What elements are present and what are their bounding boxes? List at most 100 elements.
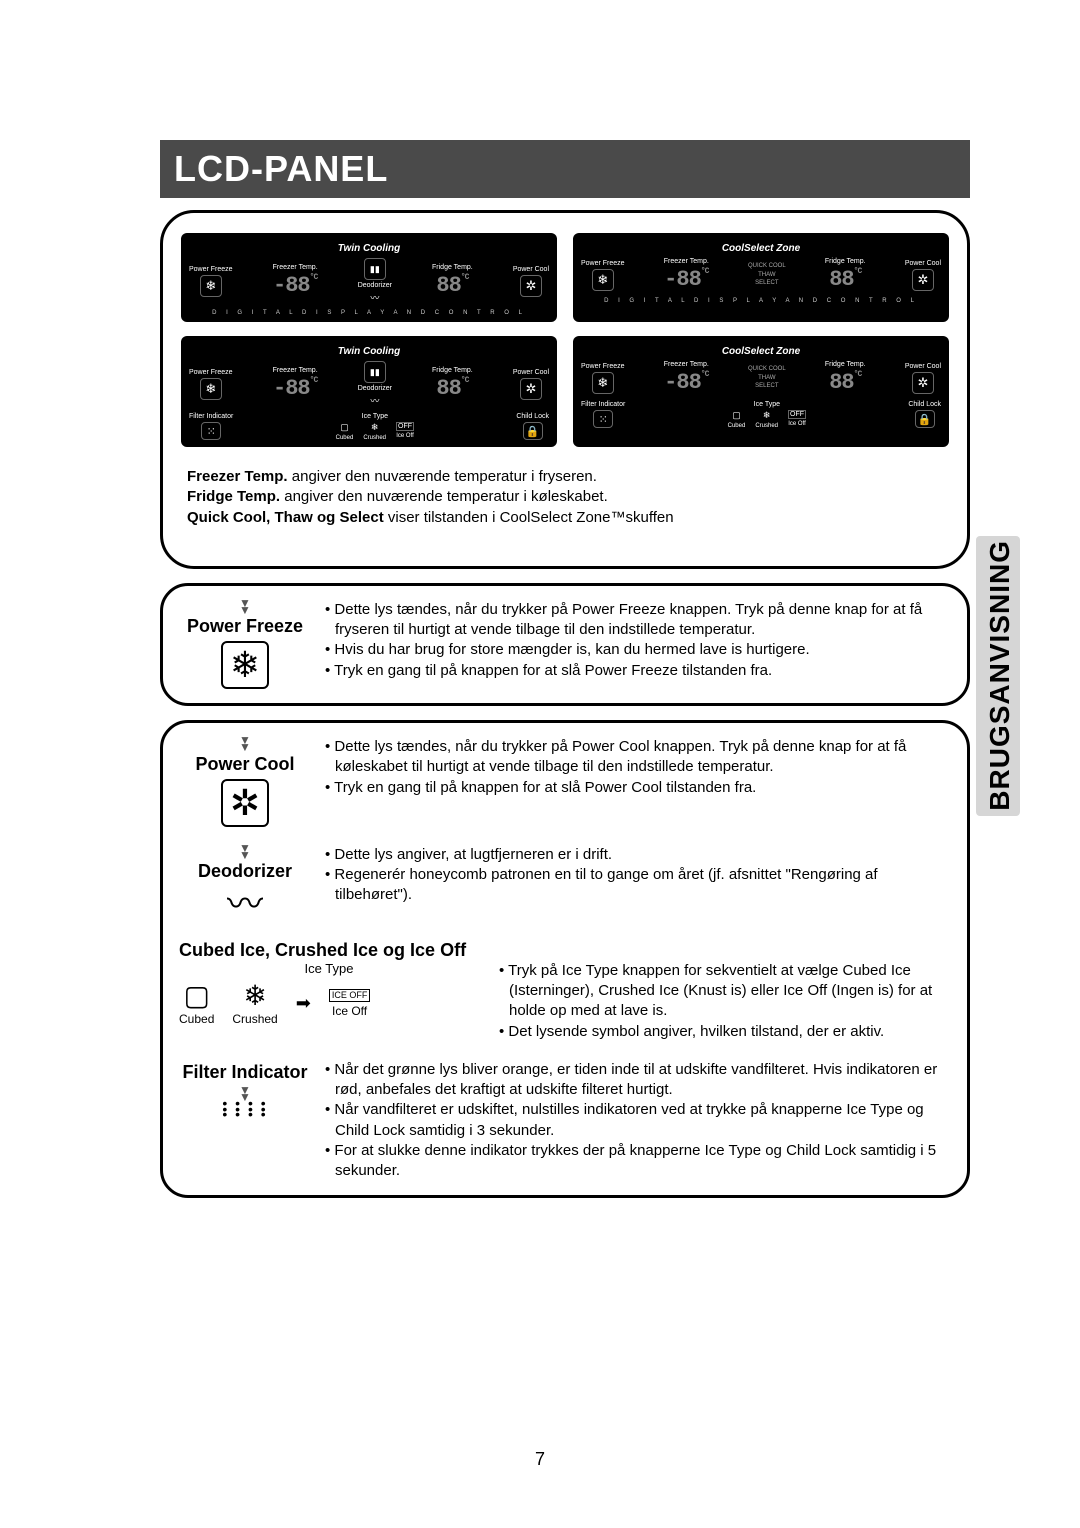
main-diagram-frame: Twin Cooling Power Freeze ❄ Freezer Temp.…	[160, 210, 970, 569]
label-power-cool: Power Cool	[513, 266, 549, 273]
snowflake-icon: ❄	[592, 372, 614, 394]
lcd-panel-coolselect-simple: CoolSelect Zone Power Freeze❄ Freezer Te…	[573, 233, 949, 322]
label-filter-indicator: Filter Indicator	[189, 413, 233, 420]
bullet: Tryk på Ice Type knappen for sekventielt…	[499, 961, 951, 1022]
snowflake-icon: ❄	[200, 275, 222, 297]
lcd-panel-coolselect-extended: CoolSelect Zone Power Freeze❄ Freezer Te…	[573, 336, 949, 447]
label-power-cool: Power Cool	[905, 260, 941, 267]
panel-description: Freezer Temp. angiver den nuværende temp…	[181, 461, 949, 538]
label-freezer-temp: Freezer Temp.	[273, 367, 318, 374]
indicator-arrow-icon: ▼▼	[179, 845, 311, 859]
lock-icon: 🔒	[915, 410, 935, 428]
panel-footer: D I G I T A L D I S P L A Y A N D C O N …	[581, 298, 941, 304]
ice-section-title: Cubed Ice, Crushed Ice og Ice Off	[179, 940, 951, 961]
label-power-cool: Power Cool	[513, 369, 549, 376]
ice-off-icon: ICE OFF	[329, 989, 371, 1002]
cubed-icon: ▢	[340, 422, 349, 433]
bullet-list: Dette lys angiver, at lugtfjerneren er i…	[325, 845, 951, 906]
indicator-arrow-icon: ▼▼	[179, 737, 311, 751]
digits-display: -88°C	[273, 376, 317, 401]
digits-display: -88°C	[664, 370, 708, 395]
label-filter-indicator: Filter Indicator	[581, 401, 625, 408]
bullet-list: Dette lys tændes, når du trykker på Powe…	[325, 737, 951, 798]
fan-icon: ✲	[520, 275, 542, 297]
bullet: Dette lys angiver, at lugtfjerneren er i…	[325, 845, 951, 865]
wave-icon: 〰	[370, 291, 379, 304]
label-ice-type: Ice Type	[362, 413, 388, 420]
filter-icon: ⁙	[201, 422, 221, 440]
bullet: Hvis du har brug for store mængder is, k…	[325, 640, 951, 660]
label-ice-type: Ice Type	[754, 401, 780, 408]
label-freezer-temp: Freezer Temp.	[273, 264, 318, 271]
label-cubed: Cubed	[179, 1012, 214, 1026]
crushed-icon: ❄	[243, 982, 266, 1010]
snowflake-hex-icon: ❄	[221, 641, 269, 689]
digits-display: 88°C	[436, 376, 468, 401]
label-child-lock: Child Lock	[908, 401, 941, 408]
lcd-panel-twin-extended: Twin Cooling Power Freeze ❄ Freezer Temp.…	[181, 336, 557, 447]
ice-off-icon: OFF	[396, 422, 414, 431]
digits-display: -88°C	[664, 267, 708, 292]
side-tab-label: BRUGSANVISNING	[984, 540, 1016, 811]
fan-icon: ✲	[520, 378, 542, 400]
label-crushed: Crushed	[363, 435, 386, 441]
label-fridge-temp: Fridge Temp.	[825, 361, 866, 368]
bullet-list: Tryk på Ice Type knappen for sekventielt…	[499, 961, 951, 1042]
snowflake-icon: ❄	[200, 378, 222, 400]
pause-icon: ▮▮	[364, 361, 386, 383]
label-deodorizer: Deodorizer	[358, 385, 392, 392]
label-power-freeze: Power Freeze	[189, 266, 233, 273]
fan-icon: ✲	[912, 269, 934, 291]
label-cubed: Cubed	[336, 435, 354, 441]
label-freezer-temp: Freezer Temp.	[664, 361, 709, 368]
feature-title: Power Freeze	[179, 616, 311, 637]
label-freezer-temp: Freezer Temp.	[664, 258, 709, 265]
cubed-icon: ▢	[732, 410, 741, 421]
bullet-list: Dette lys tændes, når du trykker på Powe…	[325, 600, 951, 681]
pause-icon: ▮▮	[364, 258, 386, 280]
feature-title: Deodorizer	[179, 861, 311, 882]
digits-display: -88°C	[273, 273, 317, 298]
wave-icon: 〰	[370, 394, 379, 407]
fan-icon: ✲	[912, 372, 934, 394]
bullet: Dette lys tændes, når du trykker på Powe…	[325, 600, 951, 641]
label-fridge-temp: Fridge Temp.	[825, 258, 866, 265]
label-ice-off: Ice Off	[332, 1004, 367, 1018]
crushed-icon: ❄	[763, 410, 771, 421]
snowflake-icon: ❄	[592, 269, 614, 291]
label-crushed: Crushed	[755, 423, 778, 429]
label-ice-off: Ice Off	[788, 421, 806, 427]
indicator-arrow-icon: ▼▼	[179, 600, 311, 614]
mode-icons: QUICK COOLTHAWSELECT	[748, 263, 786, 287]
mode-icons: QUICK COOLTHAWSELECT	[748, 366, 786, 390]
arrow-icon: ➡	[296, 993, 311, 1014]
label-power-freeze: Power Freeze	[189, 369, 233, 376]
filter-dots-icon: • • • •• • • •• • • •	[222, 1101, 267, 1118]
panel-label: CoolSelect Zone	[581, 243, 941, 254]
feature-power-freeze: ▼▼ Power Freeze ❄ Dette lys tændes, når …	[160, 583, 970, 706]
bullet: Når det grønne lys bliver orange, er tid…	[325, 1060, 951, 1101]
bullet: Tryk en gang til på knappen for at slå P…	[325, 661, 951, 681]
ice-type-label: Ice Type	[179, 961, 479, 976]
digits-display: 88°C	[436, 273, 468, 298]
label-deodorizer: Deodorizer	[358, 282, 392, 289]
panel-label: Twin Cooling	[189, 243, 549, 254]
label-ice-off: Ice Off	[396, 433, 414, 439]
panel-label: CoolSelect Zone	[581, 346, 941, 357]
bullet: For at slukke denne indikator trykkes de…	[325, 1141, 951, 1182]
digits-display: 88°C	[829, 267, 861, 292]
digits-display: 88°C	[829, 370, 861, 395]
label-fridge-temp: Fridge Temp.	[432, 264, 473, 271]
crushed-icon: ❄	[371, 422, 379, 433]
bullet: Tryk en gang til på knappen for at slå P…	[325, 778, 951, 798]
bullet: Dette lys tændes, når du trykker på Powe…	[325, 737, 951, 778]
label-fridge-temp: Fridge Temp.	[432, 367, 473, 374]
filter-icon: ⁙	[593, 410, 613, 428]
feature-title: Filter Indicator	[179, 1062, 311, 1083]
label-cubed: Cubed	[728, 423, 746, 429]
feature-title: Power Cool	[179, 754, 311, 775]
bullet-list: Når det grønne lys bliver orange, er tid…	[325, 1060, 951, 1182]
lcd-panel-twin-simple: Twin Cooling Power Freeze ❄ Freezer Temp.…	[181, 233, 557, 322]
panel-label: Twin Cooling	[189, 346, 549, 357]
panel-footer: D I G I T A L D I S P L A Y A N D C O N …	[189, 310, 549, 316]
